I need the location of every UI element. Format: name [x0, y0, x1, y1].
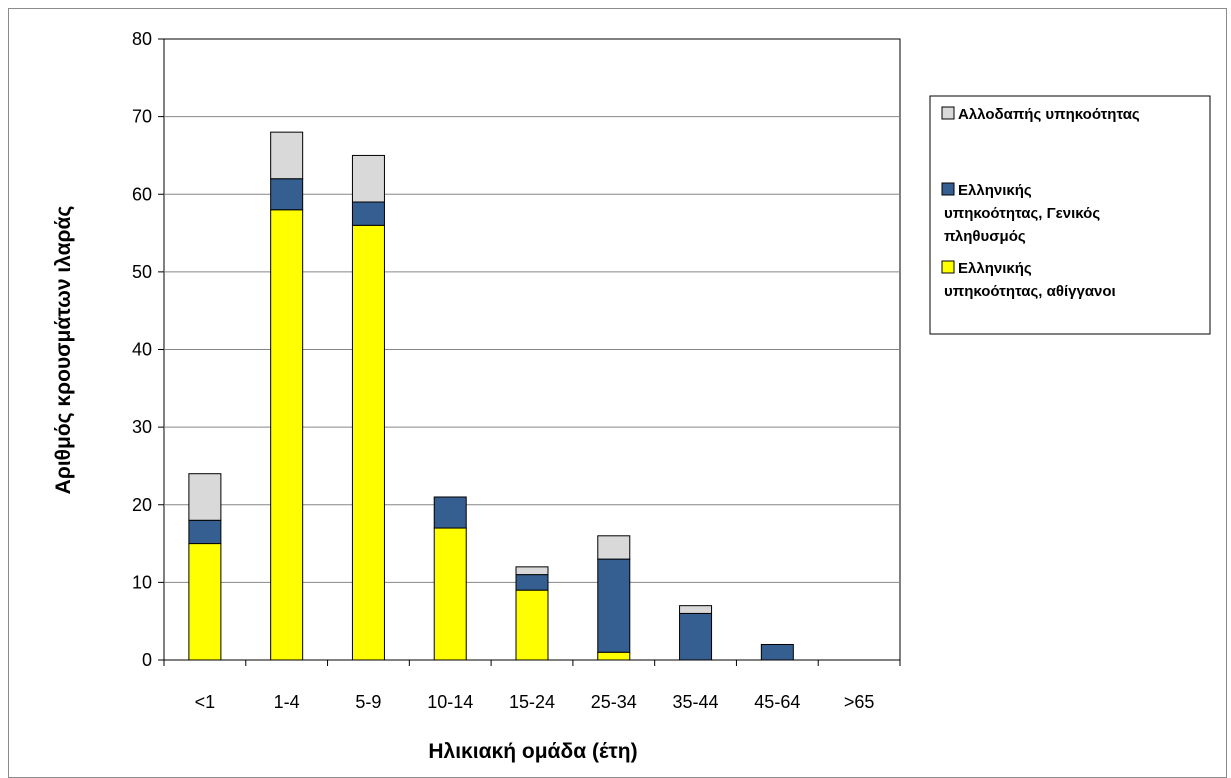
- legend-swatch: [941, 106, 955, 120]
- x-tick-label: 15-24: [509, 692, 555, 712]
- x-tick-label: <1: [195, 692, 216, 712]
- legend-label: πληθυσμός: [944, 228, 1026, 245]
- bar-segment-0: [597, 651, 631, 661]
- y-tick-label: 70: [132, 107, 152, 127]
- x-tick-label: 45-64: [754, 692, 800, 712]
- bar-segment-0: [515, 589, 549, 661]
- legend-box: [929, 95, 1211, 335]
- x-tick-label: >65: [844, 692, 875, 712]
- y-tick-label: 20: [132, 495, 152, 515]
- bar-segment-2: [270, 131, 304, 180]
- bar-segment-1: [351, 201, 385, 226]
- legend-label: Αλλοδαπής υπηκοότητας: [958, 106, 1140, 123]
- legend-swatch: [941, 260, 955, 274]
- y-axis-title: Αριθμός κρουσμάτων ιλαράς: [52, 206, 75, 495]
- legend: Αλλοδαπής υπηκοότητας Ελληνικής υπηκοότητα…: [929, 95, 1211, 335]
- bar-segment-1: [433, 496, 467, 529]
- legend-label: υπηκοότητας, Γενικός: [944, 205, 1100, 222]
- bar-segment-1: [188, 519, 222, 545]
- bar-segment-0: [188, 543, 222, 661]
- bar-segment-2: [597, 535, 631, 560]
- y-tick-label: 50: [132, 262, 152, 282]
- x-tick-label: 35-44: [673, 692, 719, 712]
- x-tick-label: 5-9: [355, 692, 381, 712]
- x-tick-label: 25-34: [591, 692, 637, 712]
- y-tick-label: 10: [132, 572, 152, 592]
- bar-segment-1: [679, 612, 713, 661]
- bar-segment-2: [515, 566, 549, 576]
- legend-swatch: [941, 182, 955, 196]
- legend-label: υπηκοότητας, αθίγγανοι: [944, 283, 1116, 300]
- bar-segment-0: [351, 224, 385, 661]
- y-tick-label: 30: [132, 417, 152, 437]
- bars: [188, 131, 794, 661]
- bar-segment-2: [351, 154, 385, 203]
- y-tick-label: 60: [132, 184, 152, 204]
- x-axis-title: Ηλικιακή ομάδα (έτη): [428, 740, 637, 763]
- bar-segment-0: [270, 209, 304, 661]
- x-tick-label: 10-14: [427, 692, 473, 712]
- bar-segment-0: [433, 527, 467, 661]
- bar-segment-1: [515, 574, 549, 591]
- bar-segment-2: [679, 605, 713, 614]
- bar-segment-1: [597, 558, 631, 653]
- x-tick-label: 1-4: [274, 692, 300, 712]
- bar-segment-2: [188, 473, 222, 521]
- y-tick-label: 80: [132, 29, 152, 49]
- axes: 0 10 20 30 40 50 60 70 80 <1 1-4 5-9 10-14 15-24 25-34…: [132, 29, 901, 712]
- y-tick-label: 40: [132, 340, 152, 360]
- bar-segment-1: [270, 178, 304, 211]
- legend-label: Ελληνικής: [958, 260, 1032, 277]
- bar-segment-1: [760, 643, 794, 661]
- y-tick-label: 0: [142, 650, 152, 670]
- legend-label: Ελληνικής: [958, 182, 1032, 199]
